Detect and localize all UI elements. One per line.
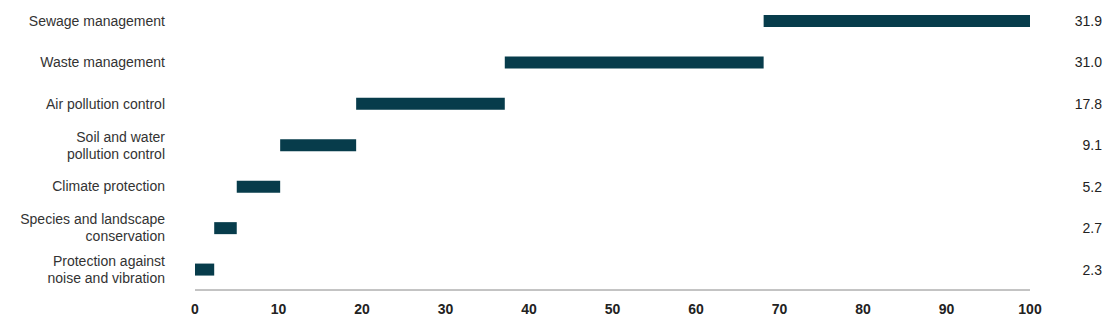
svg-text:9.1: 9.1 — [1083, 137, 1103, 153]
svg-text:10: 10 — [271, 301, 287, 317]
svg-text:30: 30 — [438, 301, 454, 317]
svg-text:Waste management: Waste management — [40, 54, 165, 70]
svg-text:80: 80 — [855, 301, 871, 317]
svg-text:60: 60 — [688, 301, 704, 317]
svg-text:2.3: 2.3 — [1083, 262, 1103, 278]
svg-text:Protection againstnoise and vi: Protection againstnoise and vibration — [47, 253, 165, 286]
svg-text:Sewage management: Sewage management — [29, 13, 165, 29]
svg-text:40: 40 — [521, 301, 537, 317]
svg-text:50: 50 — [605, 301, 621, 317]
svg-text:31.0: 31.0 — [1075, 54, 1102, 70]
svg-text:90: 90 — [939, 301, 955, 317]
svg-text:Soil and waterpollution contro: Soil and waterpollution control — [67, 129, 165, 162]
svg-text:0: 0 — [191, 301, 199, 317]
svg-text:31.9: 31.9 — [1075, 13, 1102, 29]
svg-text:Air pollution control: Air pollution control — [46, 96, 165, 112]
svg-text:20: 20 — [354, 301, 370, 317]
svg-text:70: 70 — [772, 301, 788, 317]
svg-text:2.7: 2.7 — [1083, 220, 1103, 236]
svg-text:Species and landscapeconservat: Species and landscapeconservation — [20, 211, 165, 244]
svg-text:100: 100 — [1018, 301, 1042, 317]
svg-text:5.2: 5.2 — [1083, 179, 1103, 195]
svg-text:17.8: 17.8 — [1075, 96, 1102, 112]
svg-text:Climate protection: Climate protection — [52, 178, 165, 194]
